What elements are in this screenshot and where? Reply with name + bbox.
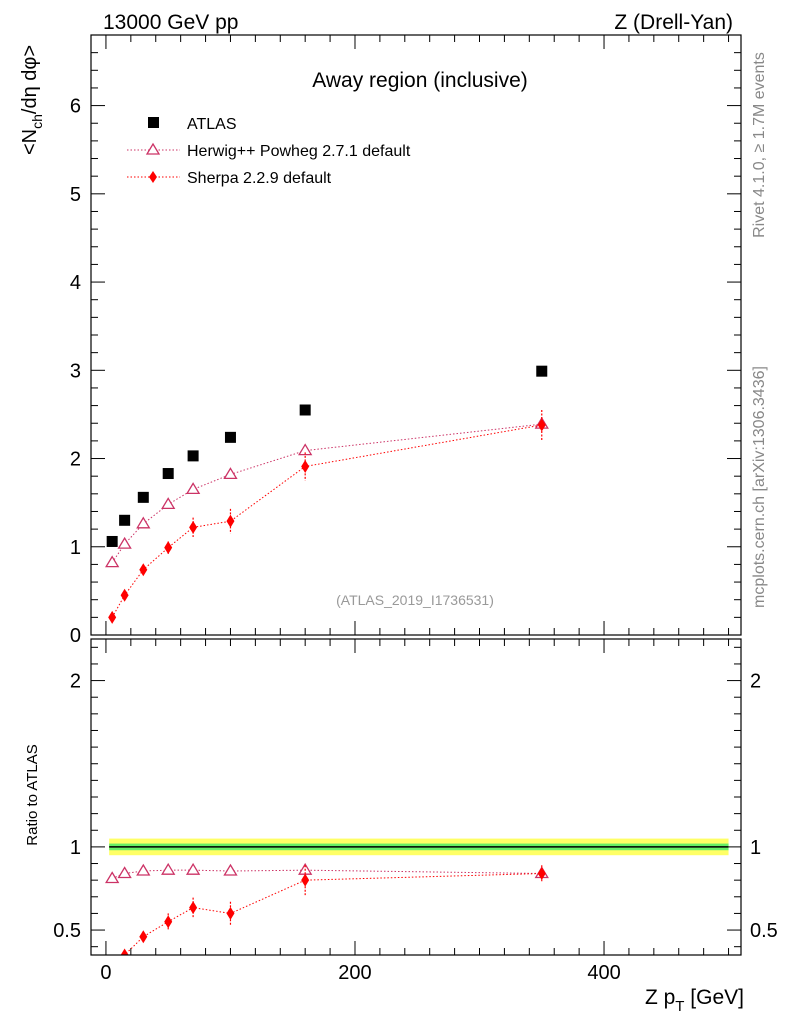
ratio-herwig-point [185,862,201,875]
main-sherpa-point [537,418,546,432]
main-sherpa-line [111,424,542,618]
legend-marker-atlas [148,117,159,128]
x-tick-label: 0 [100,962,111,984]
y-axis-label-pre: <N [19,129,41,155]
legend-label-sherpa: Sherpa 2.2.9 default [187,170,332,187]
rivet-version-label: Rivet 4.1.0, ≥ 1.7M events [751,52,768,238]
ratio-herwig-point [105,871,120,884]
x-axis-label: Z pT [GeV] [645,986,744,1015]
legend: ATLAS Herwig++ Powheg 2.7.1 default Sher… [127,116,411,187]
main-y-tick-label: 2 [70,449,81,471]
main-y-tick-label: 3 [70,360,81,382]
ratio-sherpa-point [189,901,198,915]
main-herwig-point [185,482,201,495]
main-atlas-point [299,404,311,416]
header-energy-label: 13000 GeV pp [103,11,238,34]
ratio-sherpa-point [139,930,148,944]
ratio-sherpa-point [537,867,546,881]
ratio-sherpa-point [226,906,235,920]
ratio-y-tick-label-left: 1 [70,837,81,859]
main-herwig-point [136,516,151,529]
ratio-frame [90,638,742,956]
main-herwig-point [105,555,120,568]
x-tick-label: 400 [587,962,620,984]
legend-label-atlas: ATLAS [187,116,237,133]
main-atlas-point [119,514,131,526]
x-axis-label-main: Z p [645,986,675,1009]
ratio-herwig-point [136,863,151,876]
main-data [105,365,549,624]
y-axis-label-main: <Nch/dη dφ> [19,45,45,155]
legend-marker-sherpa [149,171,157,183]
analysis-watermark: (ATLAS_2019_I1736531) [336,592,494,608]
ratio-y-tick-label-right: 2 [750,671,761,693]
main-y-tick-label: 1 [70,537,81,559]
main-herwig-line [111,423,542,563]
legend-marker-herwig [145,142,161,155]
main-sherpa-point [301,459,310,473]
main-y-tick-label: 5 [70,184,81,206]
ratio-y-tick-label-right: 1 [750,837,761,859]
main-atlas-point [106,535,118,547]
ratio-sherpa-line [124,873,542,955]
ratio-herwig-point [223,863,238,876]
ratio-y-tick-label-left: 0.5 [53,920,81,942]
plot-title: Away region (inclusive) [312,69,528,92]
main-sherpa-point [226,514,235,528]
ratio-data [105,838,729,955]
ratio-panel: 0.5 0.5 1 1 2 2 0 200 400 [53,638,778,984]
main-atlas-point [162,468,174,480]
main-atlas-point [187,450,199,462]
ratio-sherpa-point [301,873,310,887]
main-y-tick-label: 6 [70,96,81,118]
main-herwig-point [117,536,132,549]
x-axis-label-unit: [GeV] [684,986,744,1009]
ratio-sherpa-point [164,915,173,929]
main-y-tick-label: 4 [70,272,81,294]
main-sherpa-point [108,610,117,624]
main-herwig-point [161,497,176,510]
y-axis-label-sub: ch [29,114,45,129]
main-herwig-point [298,443,313,456]
ratio-y-tick-label-right: 0.5 [750,920,778,942]
ratio-herwig-point [161,862,176,875]
main-frame [90,34,742,636]
main-atlas-point [224,431,236,443]
x-axis-label-sub: T [675,998,684,1015]
main-atlas-point [137,491,149,503]
ratio-herwig-point [117,866,132,879]
main-sherpa-point [164,541,173,555]
main-herwig-point [223,467,238,480]
ratio-y-tick-label-left: 2 [70,671,81,693]
legend-label-herwig: Herwig++ Powheg 2.7.1 default [187,143,411,160]
y-axis-label-ratio: Ratio to ATLAS [24,744,41,845]
ratio-sherpa-point [120,948,129,955]
main-panel: 0 1 2 3 4 5 6 [70,34,742,647]
header-process-label: Z (Drell-Yan) [614,11,733,34]
main-sherpa-point [120,588,129,602]
main-y-tick-label: 0 [70,625,81,647]
mcplots-label: mcplots.cern.ch [arXiv:1306.3436] [751,366,768,608]
main-sherpa-point [139,563,148,577]
main-atlas-point [536,365,548,377]
main-sherpa-point [189,520,198,534]
ratio-herwig-line [111,869,542,879]
y-axis-label-post: /dη dφ> [19,45,41,114]
x-tick-label: 200 [338,962,371,984]
